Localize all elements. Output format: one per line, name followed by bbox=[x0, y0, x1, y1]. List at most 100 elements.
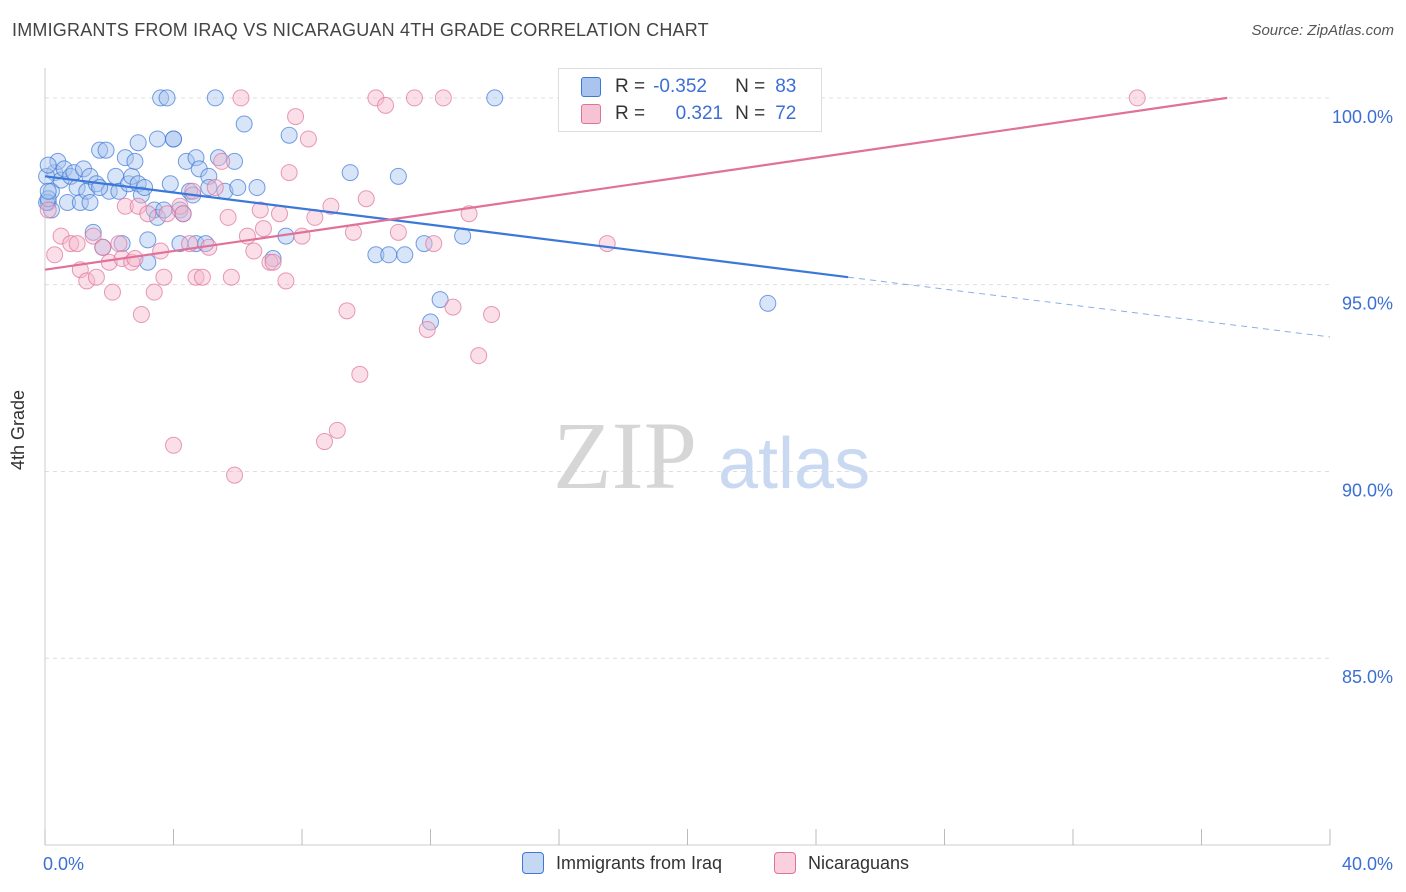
trendlines bbox=[44, 96, 1331, 338]
point-iraq bbox=[152, 89, 170, 107]
point-nicaraguans bbox=[193, 268, 211, 286]
trendline-nicaraguans bbox=[44, 96, 1228, 271]
r-value-iraq: -0.352 bbox=[653, 76, 707, 97]
axes bbox=[44, 68, 1331, 846]
point-nicaraguans bbox=[470, 347, 488, 365]
point-iraq bbox=[396, 246, 414, 264]
legend-nicaraguans-swatch bbox=[774, 852, 796, 874]
point-iraq bbox=[431, 291, 449, 309]
data-points bbox=[38, 89, 1146, 484]
point-iraq bbox=[126, 152, 144, 170]
point-nicaraguans bbox=[87, 268, 105, 286]
y-tick-label: 95.0% bbox=[1342, 294, 1393, 314]
point-nicaraguans bbox=[322, 197, 340, 215]
legend-iraq-swatch bbox=[522, 852, 544, 874]
point-nicaraguans bbox=[389, 223, 407, 241]
point-nicaraguans bbox=[103, 283, 121, 301]
point-nicaraguans bbox=[277, 272, 295, 290]
point-iraq bbox=[206, 89, 224, 107]
legend-nicaraguans-label: Nicaraguans bbox=[808, 852, 910, 873]
point-iraq bbox=[235, 115, 253, 133]
point-iraq bbox=[100, 182, 118, 200]
point-nicaraguans bbox=[174, 205, 192, 223]
point-nicaraguans bbox=[315, 433, 333, 451]
point-nicaraguans bbox=[132, 306, 150, 324]
point-nicaraguans bbox=[287, 108, 305, 126]
point-nicaraguans bbox=[68, 235, 86, 253]
point-nicaraguans bbox=[338, 302, 356, 320]
point-nicaraguans bbox=[271, 205, 289, 223]
point-iraq bbox=[229, 179, 247, 197]
point-nicaraguans bbox=[251, 201, 269, 219]
n-value-iraq: 83 bbox=[775, 76, 797, 97]
legend-item-iraq[interactable]: Immigrants from Iraq bbox=[522, 852, 722, 874]
point-nicaraguans bbox=[219, 208, 237, 226]
point-nicaraguans bbox=[116, 197, 134, 215]
point-nicaraguans bbox=[187, 268, 205, 286]
point-nicaraguans bbox=[264, 253, 282, 271]
r-value-nicaraguans: 0.321 bbox=[675, 103, 724, 124]
point-nicaraguans bbox=[598, 235, 616, 253]
n-value-nicaraguans: 72 bbox=[775, 103, 797, 124]
point-nicaraguans bbox=[254, 220, 272, 238]
trendline-iraq bbox=[44, 175, 849, 279]
watermark: ZIP atlas bbox=[553, 402, 870, 509]
x-tick-labels: 0.0% 40.0% bbox=[43, 854, 1393, 874]
watermark-zip: ZIP bbox=[553, 402, 697, 509]
x-tick-label-max: 40.0% bbox=[1342, 854, 1393, 874]
point-iraq bbox=[165, 130, 182, 148]
point-nicaraguans bbox=[434, 89, 452, 107]
point-iraq bbox=[380, 246, 398, 264]
iraq-swatch bbox=[581, 77, 601, 97]
point-nicaraguans bbox=[145, 283, 163, 301]
point-nicaraguans bbox=[46, 246, 64, 264]
y-tick-label: 90.0% bbox=[1342, 480, 1393, 500]
x-tick-label-min: 0.0% bbox=[43, 854, 84, 874]
point-nicaraguans bbox=[84, 227, 102, 245]
point-iraq bbox=[158, 89, 176, 107]
point-iraq bbox=[177, 152, 195, 170]
point-nicaraguans bbox=[377, 96, 395, 114]
r-label: R = bbox=[615, 103, 646, 124]
y-tick-label: 85.0% bbox=[1342, 667, 1393, 687]
point-nicaraguans bbox=[299, 130, 317, 148]
point-iraq bbox=[97, 141, 115, 159]
point-nicaraguans bbox=[425, 235, 443, 253]
point-iraq bbox=[139, 231, 157, 249]
point-iraq bbox=[759, 294, 777, 312]
point-iraq bbox=[415, 235, 433, 253]
stats-box: R = -0.352 N = 83 R = 0.321 N = 72 bbox=[558, 68, 822, 132]
nicaraguans-swatch bbox=[581, 104, 601, 124]
point-nicaraguans bbox=[280, 164, 298, 182]
point-iraq bbox=[161, 175, 179, 193]
point-nicaraguans bbox=[444, 298, 462, 316]
point-nicaraguans bbox=[1128, 89, 1146, 107]
point-nicaraguans bbox=[62, 235, 80, 253]
point-nicaraguans bbox=[94, 238, 112, 256]
point-nicaraguans bbox=[139, 205, 157, 223]
point-iraq bbox=[58, 193, 76, 211]
point-iraq bbox=[91, 141, 109, 159]
y-axis-label: 4th Grade bbox=[8, 389, 28, 470]
stats-row-iraq: R = -0.352 N = 83 bbox=[581, 74, 796, 100]
point-iraq bbox=[39, 182, 57, 200]
point-nicaraguans bbox=[232, 89, 250, 107]
legend-item-nicaraguans[interactable]: Nicaraguans bbox=[774, 852, 909, 874]
legend-iraq-label: Immigrants from Iraq bbox=[556, 852, 723, 873]
point-nicaraguans bbox=[357, 190, 375, 208]
point-iraq bbox=[248, 179, 266, 197]
n-label: N = bbox=[735, 103, 766, 124]
point-nicaraguans bbox=[155, 268, 173, 286]
point-nicaraguans bbox=[483, 306, 501, 324]
point-iraq bbox=[226, 152, 244, 170]
point-nicaraguans bbox=[78, 272, 96, 290]
point-nicaraguans bbox=[213, 152, 231, 170]
point-nicaraguans bbox=[110, 235, 128, 253]
point-iraq bbox=[367, 246, 385, 264]
trendline-iraq-extension bbox=[848, 276, 1331, 338]
point-iraq bbox=[84, 223, 102, 241]
point-iraq bbox=[116, 149, 134, 167]
source-label: Source: ZipAtlas.com bbox=[1251, 22, 1394, 39]
point-nicaraguans bbox=[328, 421, 346, 439]
point-iraq bbox=[341, 164, 359, 182]
